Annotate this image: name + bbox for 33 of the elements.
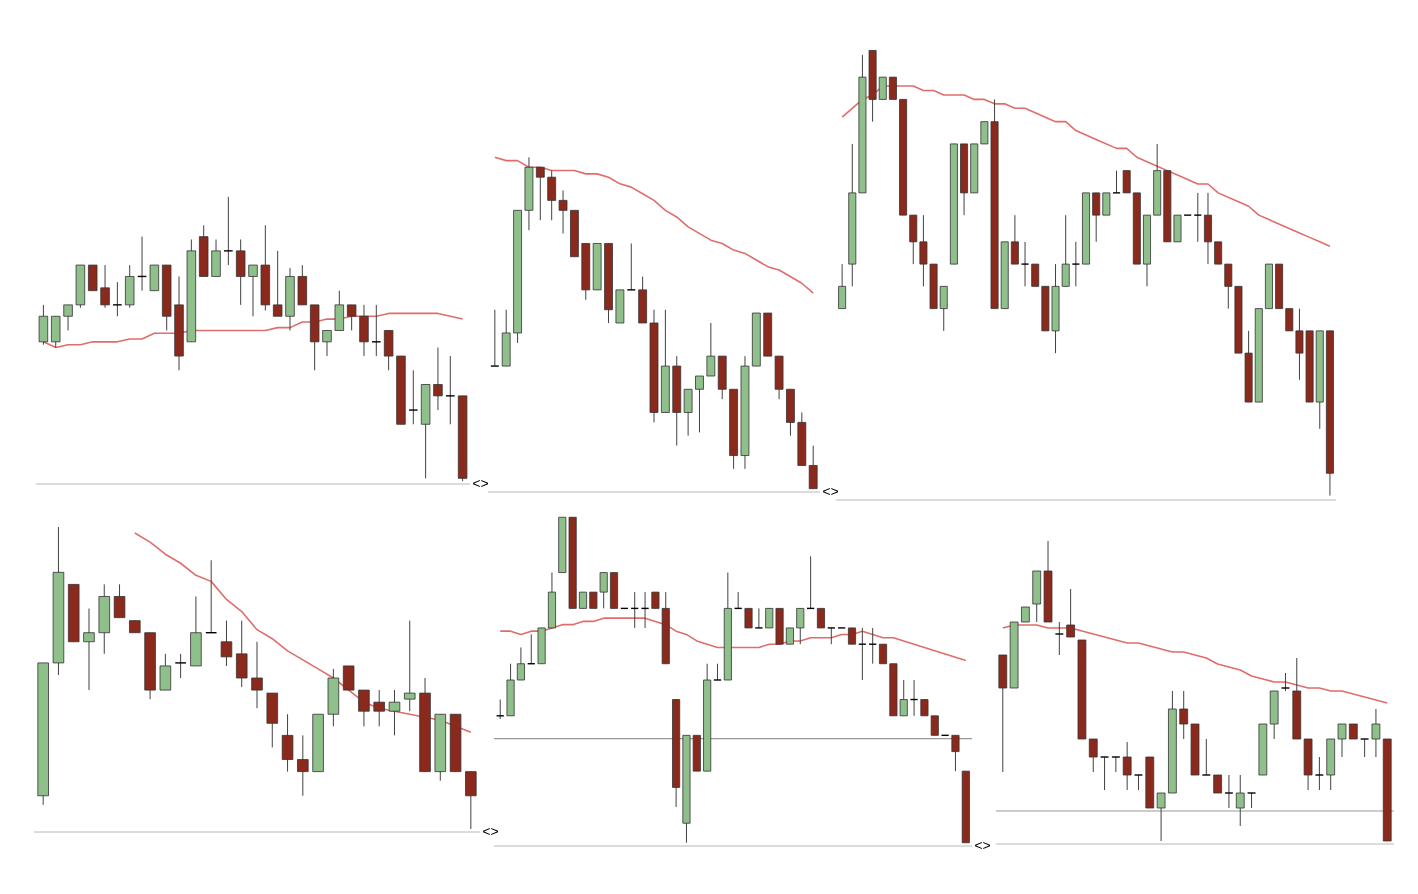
candlestick <box>220 620 233 667</box>
candlestick <box>838 263 847 310</box>
candlestick <box>190 595 202 667</box>
candlestick <box>1133 774 1144 791</box>
candlestick <box>495 699 505 720</box>
candlestick <box>1054 621 1064 656</box>
candlestick <box>371 304 382 357</box>
candlestick <box>408 369 419 425</box>
candlestick <box>1020 241 1030 287</box>
candlestick <box>1224 774 1234 809</box>
candlestick <box>816 607 825 629</box>
candlestick <box>1246 792 1257 809</box>
candlestick <box>124 264 135 309</box>
candlestick <box>490 309 500 367</box>
candlestick <box>1201 738 1211 776</box>
candlestick <box>1235 774 1245 827</box>
candlestick <box>223 196 234 266</box>
candlestick <box>1071 241 1081 287</box>
candlestick <box>626 242 636 291</box>
candlestick <box>951 734 960 772</box>
candlestick <box>113 583 126 619</box>
candlestick <box>445 355 456 425</box>
candlestick <box>1122 741 1132 791</box>
candlestick <box>112 281 123 317</box>
candlestick <box>1112 170 1121 194</box>
candlestick <box>1066 588 1075 638</box>
candlestick <box>1314 756 1325 791</box>
candlestick <box>174 653 187 679</box>
candlestick <box>266 692 279 748</box>
candlestick <box>713 663 722 681</box>
candlestick <box>1359 738 1370 758</box>
candlestick <box>754 607 764 629</box>
candlestick <box>744 607 753 629</box>
